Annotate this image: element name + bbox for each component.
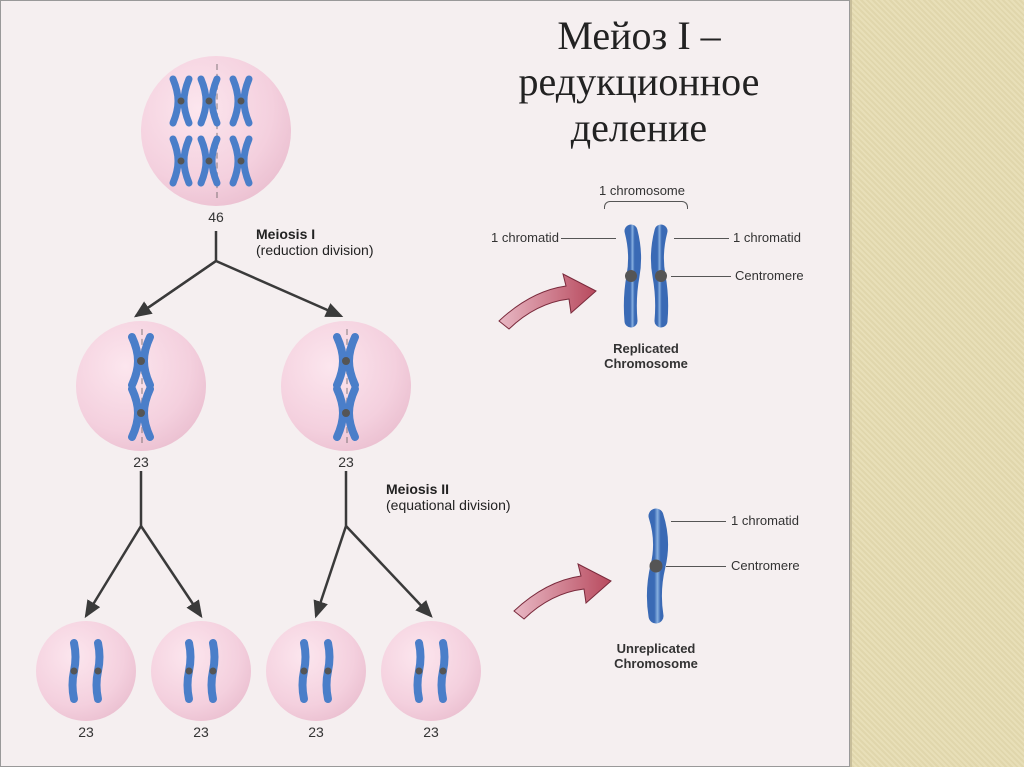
cell-m2-4 bbox=[381, 621, 481, 721]
label-replicated: Replicated Chromosome bbox=[591, 341, 701, 371]
fork-arrow-m1 bbox=[81, 231, 381, 326]
diagram-area: Мейоз I – редукционное деление bbox=[0, 0, 850, 767]
chromatid-icon bbox=[266, 621, 366, 721]
bracket-chromosome bbox=[604, 201, 688, 209]
label-unreplicated: Unreplicated Chromosome bbox=[596, 641, 716, 671]
count-parent: 46 bbox=[208, 209, 224, 225]
chromosome-pair-icon bbox=[141, 56, 291, 206]
label-centromere-rep: Centromere bbox=[735, 268, 804, 283]
leader-line bbox=[671, 276, 731, 277]
big-arrow-icon bbox=[506, 561, 616, 631]
chromatid-icon bbox=[381, 621, 481, 721]
leader-line bbox=[561, 238, 616, 239]
chromosome-icon bbox=[76, 321, 206, 451]
count-m2-2: 23 bbox=[193, 724, 209, 740]
count-m2-3: 23 bbox=[308, 724, 324, 740]
count-m1-right: 23 bbox=[338, 454, 354, 470]
leader-line bbox=[671, 521, 726, 522]
label-chromosome-bracket: 1 chromosome bbox=[599, 183, 685, 198]
chromosome-icon bbox=[281, 321, 411, 451]
cell-m1-left bbox=[76, 321, 206, 451]
label-chromatid-unrep: 1 chromatid bbox=[731, 513, 799, 528]
cell-parent bbox=[141, 56, 291, 206]
count-m2-4: 23 bbox=[423, 724, 439, 740]
label-chromatid-left: 1 chromatid bbox=[491, 230, 559, 245]
sidebar-texture bbox=[850, 0, 1024, 767]
cell-m2-3 bbox=[266, 621, 366, 721]
page-title: Мейоз I – редукционное деление bbox=[469, 13, 809, 151]
label-centromere-unrep: Centromere bbox=[731, 558, 800, 573]
label-chromatid-right: 1 chromatid bbox=[733, 230, 801, 245]
leader-line bbox=[666, 566, 726, 567]
count-m2-1: 23 bbox=[78, 724, 94, 740]
cell-m1-right bbox=[281, 321, 411, 451]
big-arrow-icon bbox=[491, 271, 601, 341]
leader-line bbox=[674, 238, 729, 239]
chromatid-icon bbox=[36, 621, 136, 721]
cell-m2-1 bbox=[36, 621, 136, 721]
fork-arrow-m2-right bbox=[246, 471, 476, 621]
cell-m2-2 bbox=[151, 621, 251, 721]
chromatid-icon bbox=[151, 621, 251, 721]
fork-arrow-m2-left bbox=[36, 471, 266, 621]
count-m1-left: 23 bbox=[133, 454, 149, 470]
